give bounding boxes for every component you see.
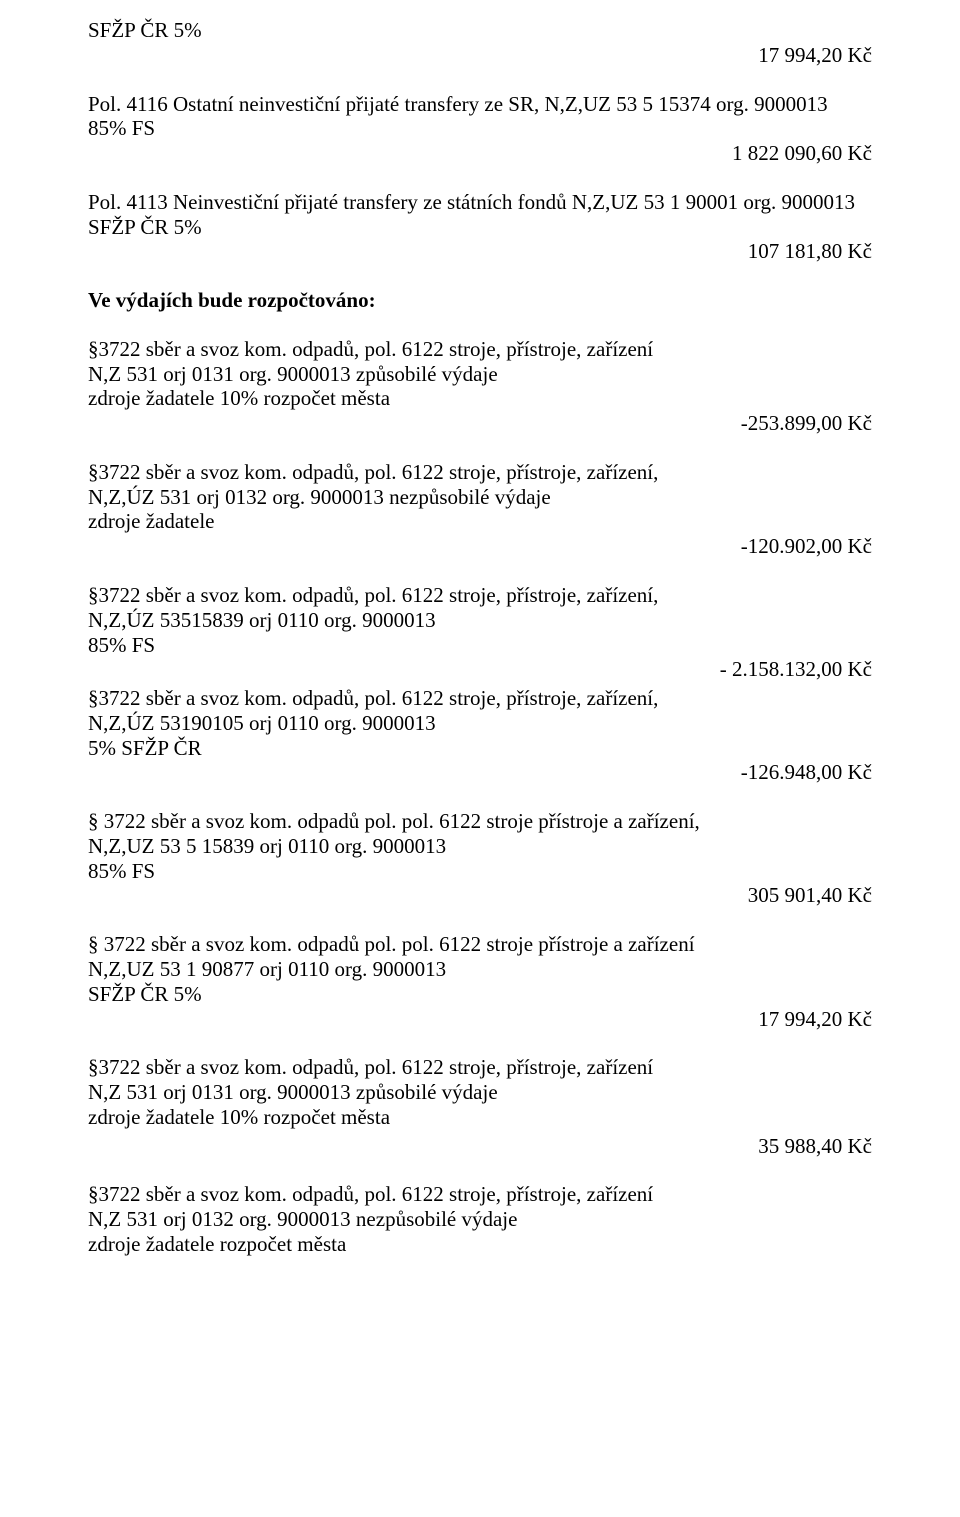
entry-5-amount: -120.902,00 Kč bbox=[88, 534, 872, 559]
entry-4: §3722 sběr a svoz kom. odpadů, pol. 6122… bbox=[88, 337, 872, 436]
entry-10-amount: 35 988,40 Kč bbox=[88, 1134, 872, 1159]
entry-1-amount: 17 994,20 Kč bbox=[88, 43, 872, 68]
entry-10-line-c: zdroje žadatele 10% rozpočet města bbox=[88, 1105, 872, 1130]
entry-5-line-c: zdroje žadatele bbox=[88, 509, 872, 534]
entry-4-amount: -253.899,00 Kč bbox=[88, 411, 872, 436]
entry-4-line-b: N,Z 531 orj 0131 org. 9000013 způsobilé … bbox=[88, 362, 872, 387]
entry-6-amount: - 2.158.132,00 Kč bbox=[88, 657, 872, 682]
entry-3: Pol. 4113 Neinvestiční přijaté transfery… bbox=[88, 190, 872, 264]
entry-11-line-a: §3722 sběr a svoz kom. odpadů, pol. 6122… bbox=[88, 1182, 872, 1207]
entry-7-amount: -126.948,00 Kč bbox=[88, 760, 872, 785]
entry-3-line-b: SFŽP ČR 5% bbox=[88, 215, 872, 240]
entry-6-line-b: N,Z,ÚZ 53515839 orj 0110 org. 9000013 bbox=[88, 608, 872, 633]
entry-2-line-b: 85% FS bbox=[88, 116, 872, 141]
entry-10-line-a: §3722 sběr a svoz kom. odpadů, pol. 6122… bbox=[88, 1055, 872, 1080]
entry-8-line-b: N,Z,UZ 53 5 15839 orj 0110 org. 9000013 bbox=[88, 834, 872, 859]
entry-11-line-c: zdroje žadatele rozpočet města bbox=[88, 1232, 872, 1257]
entry-7-line-a: §3722 sběr a svoz kom. odpadů, pol. 6122… bbox=[88, 686, 872, 711]
entry-1-line: SFŽP ČR 5% bbox=[88, 18, 872, 43]
entry-3-line-a: Pol. 4113 Neinvestiční přijaté transfery… bbox=[88, 190, 872, 215]
section-heading-expenditure: Ve výdajích bude rozpočtováno: bbox=[88, 288, 872, 313]
entry-5-line-a: §3722 sběr a svoz kom. odpadů, pol. 6122… bbox=[88, 460, 872, 485]
section-heading-text: Ve výdajích bude rozpočtováno: bbox=[88, 288, 872, 313]
entry-7-line-c: 5% SFŽP ČR bbox=[88, 736, 872, 761]
entry-10: §3722 sběr a svoz kom. odpadů, pol. 6122… bbox=[88, 1055, 872, 1129]
entry-8-line-a: § 3722 sběr a svoz kom. odpadů pol. pol.… bbox=[88, 809, 872, 834]
entry-6-line-c: 85% FS bbox=[88, 633, 872, 658]
entry-11-line-b: N,Z 531 orj 0132 org. 9000013 nezpůsobil… bbox=[88, 1207, 872, 1232]
entry-2-amount: 1 822 090,60 Kč bbox=[88, 141, 872, 166]
entry-9-line-c: SFŽP ČR 5% bbox=[88, 982, 872, 1007]
entry-9: § 3722 sběr a svoz kom. odpadů pol. pol.… bbox=[88, 932, 872, 1031]
entry-9-amount: 17 994,20 Kč bbox=[88, 1007, 872, 1032]
entry-8-amount: 305 901,40 Kč bbox=[88, 883, 872, 908]
entry-8: § 3722 sběr a svoz kom. odpadů pol. pol.… bbox=[88, 809, 872, 908]
entry-2: Pol. 4116 Ostatní neinvestiční přijaté t… bbox=[88, 92, 872, 166]
entry-4-line-c: zdroje žadatele 10% rozpočet města bbox=[88, 386, 872, 411]
entry-8-line-c: 85% FS bbox=[88, 859, 872, 884]
entry-7: §3722 sběr a svoz kom. odpadů, pol. 6122… bbox=[88, 686, 872, 785]
entry-5: §3722 sběr a svoz kom. odpadů, pol. 6122… bbox=[88, 460, 872, 559]
entry-2-line-a: Pol. 4116 Ostatní neinvestiční přijaté t… bbox=[88, 92, 872, 117]
entry-9-line-b: N,Z,UZ 53 1 90877 orj 0110 org. 9000013 bbox=[88, 957, 872, 982]
entry-9-line-a: § 3722 sběr a svoz kom. odpadů pol. pol.… bbox=[88, 932, 872, 957]
entry-10-amount-block: 35 988,40 Kč bbox=[88, 1134, 872, 1159]
entry-11: §3722 sběr a svoz kom. odpadů, pol. 6122… bbox=[88, 1182, 872, 1256]
entry-6: §3722 sběr a svoz kom. odpadů, pol. 6122… bbox=[88, 583, 872, 682]
entry-10-line-b: N,Z 531 orj 0131 org. 9000013 způsobilé … bbox=[88, 1080, 872, 1105]
entry-4-line-a: §3722 sběr a svoz kom. odpadů, pol. 6122… bbox=[88, 337, 872, 362]
entry-6-line-a: §3722 sběr a svoz kom. odpadů, pol. 6122… bbox=[88, 583, 872, 608]
entry-7-line-b: N,Z,ÚZ 53190105 orj 0110 org. 9000013 bbox=[88, 711, 872, 736]
entry-1: SFŽP ČR 5% 17 994,20 Kč bbox=[88, 18, 872, 68]
entry-5-line-b: N,Z,ÚZ 531 orj 0132 org. 9000013 nezpůso… bbox=[88, 485, 872, 510]
entry-3-amount: 107 181,80 Kč bbox=[88, 239, 872, 264]
